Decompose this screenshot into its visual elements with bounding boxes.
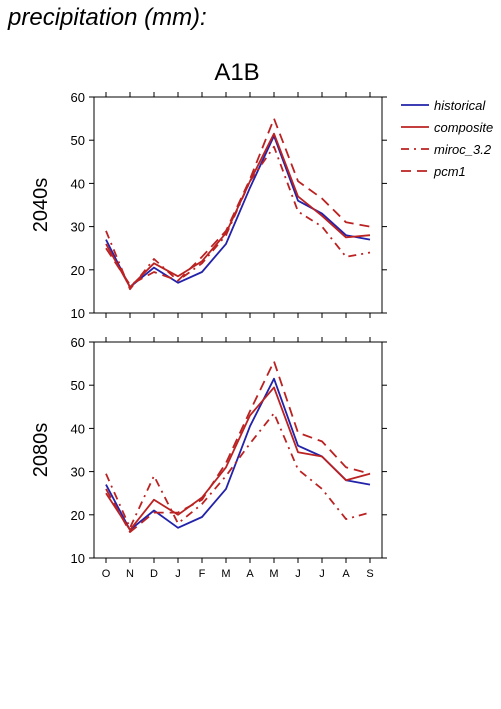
y-tick-label: 10 — [71, 551, 85, 566]
y-tick-label: 30 — [71, 465, 85, 480]
x-tick-label: M — [269, 568, 278, 580]
x-tick-label: J — [175, 568, 181, 580]
legend-item: miroc_3.2 — [401, 142, 492, 157]
x-tick-label: D — [150, 568, 158, 580]
y-tick-label: 10 — [71, 306, 85, 321]
chart-panels: 10 20 30 40 50 60 2040s 10 20 30 40 50 60 O N D J F M A M J J A… — [30, 90, 387, 580]
x-tick-label: N — [126, 568, 134, 580]
legend-item: composite — [401, 120, 493, 135]
y-tick-label: 50 — [71, 378, 85, 393]
y-tick-label: 60 — [71, 90, 85, 105]
legend-label: composite — [434, 120, 493, 135]
series-line-historical — [105, 377, 371, 531]
y-tick-label: 20 — [71, 508, 85, 523]
series-line-miroc_3.2 — [105, 145, 371, 291]
x-tick-label: A — [246, 568, 254, 580]
chart-legend: historical composite miroc_3.2 pcm1 — [401, 98, 493, 179]
y-tick-label: 40 — [71, 176, 85, 191]
y-tick-label: 40 — [71, 421, 85, 436]
series-line-composite — [105, 386, 371, 531]
panel-frame — [93, 341, 383, 559]
x-tick-label: F — [199, 568, 206, 580]
y-tick-label: 60 — [71, 335, 85, 350]
series-line-historical — [105, 134, 371, 289]
panel-label: 2040s — [30, 178, 52, 233]
x-tick-label: O — [102, 568, 111, 580]
x-tick-label: J — [295, 568, 301, 580]
page-title: precipitation (mm): — [8, 4, 207, 31]
series-line-pcm1 — [105, 360, 371, 533]
panel-2040s: 10 20 30 40 50 60 2040s — [30, 90, 387, 321]
scenario-title: A1B — [214, 59, 259, 86]
x-tick-label: M — [221, 568, 230, 580]
x-tick-label: J — [319, 568, 325, 580]
legend-label: pcm1 — [433, 164, 466, 179]
series-line-composite — [105, 132, 371, 289]
x-tick-label: S — [366, 568, 373, 580]
legend-label: miroc_3.2 — [434, 142, 492, 157]
series-line-miroc_3.2 — [105, 412, 371, 529]
panel-label: 2080s — [30, 423, 52, 478]
panel-2080s: 10 20 30 40 50 60 O N D J F M A M J J A S 2080s — [30, 335, 387, 580]
y-tick-label: 30 — [71, 220, 85, 235]
x-tick-label: A — [342, 568, 350, 580]
panel-frame — [93, 96, 383, 314]
y-tick-label: 20 — [71, 263, 85, 278]
legend-item: historical — [401, 98, 486, 113]
legend-item: pcm1 — [401, 164, 466, 179]
series-line-pcm1 — [105, 117, 371, 286]
y-tick-label: 50 — [71, 133, 85, 148]
legend-label: historical — [434, 98, 486, 113]
